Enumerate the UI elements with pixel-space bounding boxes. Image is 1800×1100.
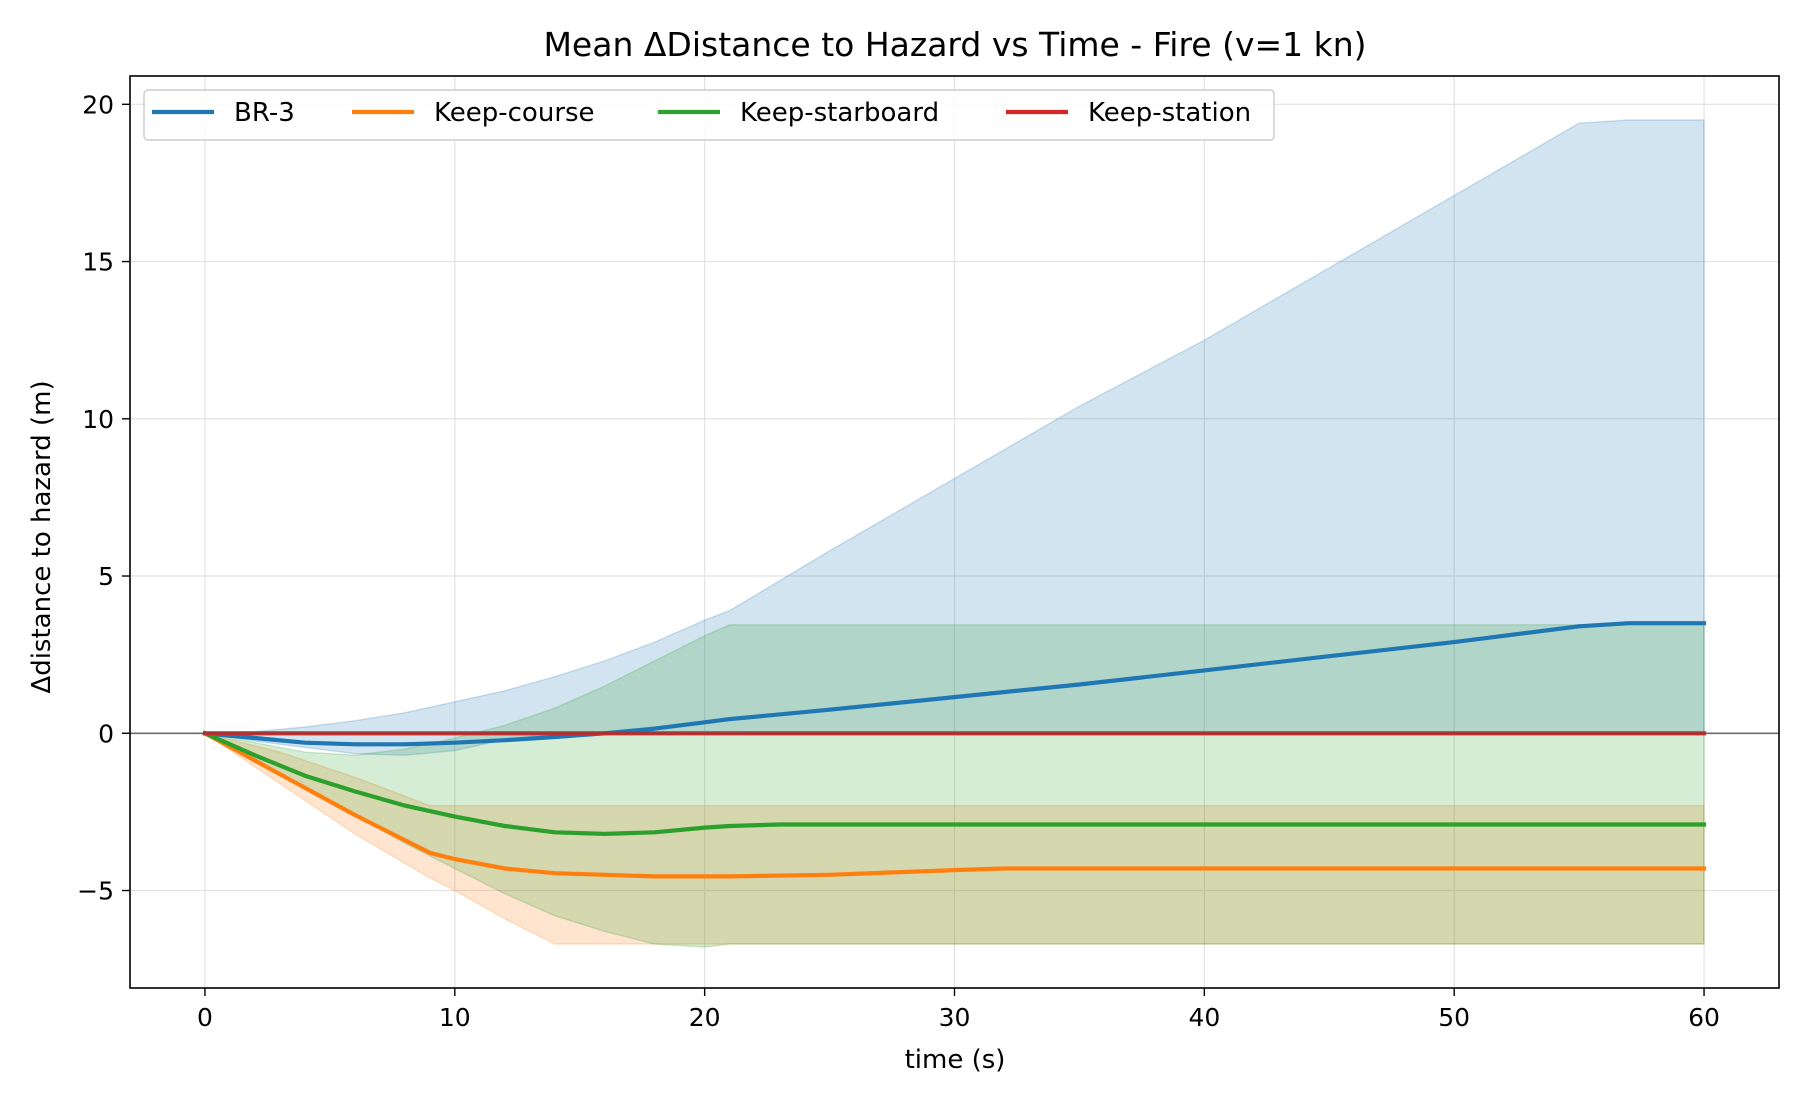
x-tick-label: 0 — [197, 1003, 213, 1032]
y-tick-label: 20 — [82, 90, 114, 119]
chart-title: Mean ΔDistance to Hazard vs Time - Fire … — [543, 25, 1366, 64]
legend-frame — [143, 89, 1275, 141]
y-tick-label: 5 — [98, 562, 114, 591]
axis-ticks: 0 10 20 30 40 50 60 −5 0 5 10 15 20 — [77, 90, 1720, 1032]
y-tick-label: 10 — [82, 405, 114, 434]
y-tick-label: 0 — [98, 719, 114, 748]
band-keep-starboard — [204, 624, 1705, 948]
y-tick-label: −5 — [77, 877, 114, 906]
x-tick-label: 60 — [1688, 1003, 1720, 1032]
legend-label: Keep-starboard — [740, 98, 939, 128]
x-tick-label: 10 — [439, 1003, 471, 1032]
series-line-keep-course — [202, 730, 1707, 879]
y-axis-label: Δdistance to hazard (m) — [27, 380, 57, 693]
x-tick-label: 30 — [939, 1003, 971, 1032]
x-tick-label: 20 — [689, 1003, 721, 1032]
series-line-br-3 — [202, 621, 1707, 747]
legend: BR-3 Keep-course Keep-starboard Keep-statio… — [143, 89, 1275, 141]
x-tick-label: 50 — [1438, 1003, 1470, 1032]
legend-label: Keep-station — [1088, 98, 1251, 128]
x-axis-label: time (s) — [905, 1045, 1006, 1075]
band-keep-course — [204, 732, 1705, 945]
series-line-keep-starboard — [202, 730, 1707, 837]
legend-label: BR-3 — [234, 98, 295, 128]
series-lines — [130, 621, 1779, 879]
legend-label: Keep-course — [434, 98, 595, 128]
y-tick-label: 15 — [82, 248, 114, 277]
x-tick-label: 40 — [1188, 1003, 1220, 1032]
